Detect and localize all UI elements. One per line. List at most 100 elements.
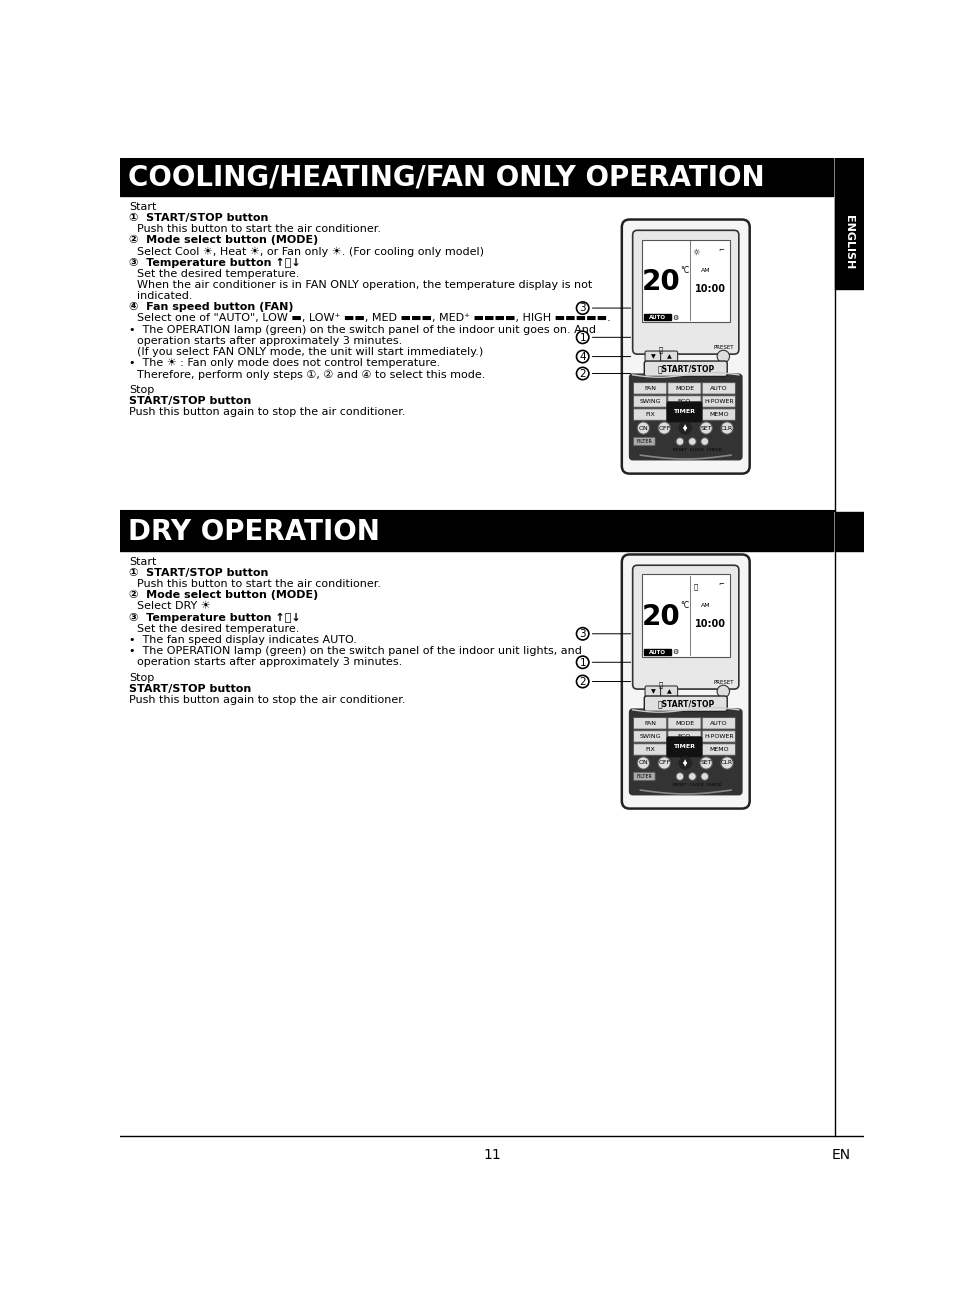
Circle shape (717, 686, 730, 697)
Text: AUTO: AUTO (710, 721, 728, 726)
Text: ON: ON (638, 761, 648, 766)
Circle shape (576, 367, 588, 380)
Text: ECO: ECO (678, 399, 691, 404)
Text: operation starts after approximately 3 minutes.: operation starts after approximately 3 m… (137, 657, 402, 667)
Text: OFF: OFF (659, 425, 670, 430)
Text: COOLING/HEATING/FAN ONLY OPERATION: COOLING/HEATING/FAN ONLY OPERATION (128, 164, 764, 192)
Text: ⚙: ⚙ (672, 649, 679, 655)
FancyBboxPatch shape (633, 230, 739, 354)
Text: ①  START/STOP button: ① START/STOP button (130, 213, 269, 222)
Circle shape (721, 422, 733, 434)
FancyBboxPatch shape (702, 396, 735, 407)
Text: ⌐: ⌐ (718, 582, 724, 587)
Text: FILTER: FILTER (636, 440, 652, 443)
FancyBboxPatch shape (634, 717, 667, 729)
Text: MODE: MODE (675, 721, 694, 726)
Text: •  The fan speed display indicates AUTO.: • The fan speed display indicates AUTO. (130, 634, 357, 645)
Text: 20: 20 (642, 604, 681, 632)
Text: Select DRY ☀: Select DRY ☀ (137, 601, 211, 612)
Text: AM: AM (701, 268, 710, 274)
Text: ☼: ☼ (692, 247, 700, 257)
Text: Start: Start (130, 557, 156, 567)
Text: ▼: ▼ (651, 354, 656, 359)
Text: PRESET: PRESET (713, 346, 733, 350)
FancyBboxPatch shape (634, 772, 655, 780)
Text: Push this button again to stop the air conditioner.: Push this button again to stop the air c… (130, 408, 406, 417)
FancyBboxPatch shape (645, 351, 662, 362)
Text: FAN: FAN (644, 721, 656, 726)
Text: 3: 3 (580, 304, 586, 313)
Text: 2: 2 (580, 368, 586, 379)
Circle shape (679, 757, 691, 769)
Text: Therefore, perform only steps ①, ② and ④ to select this mode.: Therefore, perform only steps ①, ② and ④… (137, 370, 486, 379)
FancyBboxPatch shape (702, 383, 735, 395)
Text: SET: SET (700, 761, 712, 766)
Text: START/STOP button: START/STOP button (130, 396, 252, 407)
Circle shape (676, 772, 684, 780)
Text: EN: EN (831, 1148, 851, 1162)
Bar (834, 196, 864, 288)
Text: •  The OPERATION lamp (green) on the switch panel of the indoor unit goes on. An: • The OPERATION lamp (green) on the swit… (130, 325, 596, 334)
FancyBboxPatch shape (634, 396, 667, 407)
Text: FILTER: FILTER (636, 774, 652, 779)
Text: ①  START/STOP button: ① START/STOP button (130, 569, 269, 578)
Text: PRESET: PRESET (713, 680, 733, 686)
Text: H·POWER: H·POWER (704, 399, 733, 404)
Text: 10:00: 10:00 (695, 284, 726, 293)
Circle shape (679, 422, 691, 434)
Text: °C: °C (681, 601, 689, 611)
Circle shape (576, 657, 588, 669)
Circle shape (701, 438, 708, 445)
Text: 11: 11 (483, 1148, 501, 1162)
Circle shape (688, 438, 696, 445)
FancyBboxPatch shape (634, 744, 667, 755)
Text: °C: °C (681, 266, 689, 275)
Text: 1: 1 (580, 658, 586, 667)
Text: Stop: Stop (130, 672, 155, 683)
Text: MEMO: MEMO (709, 412, 729, 417)
Text: ⏻START/STOP: ⏻START/STOP (658, 365, 714, 374)
Text: 🌡: 🌡 (659, 346, 662, 353)
Text: 3: 3 (580, 629, 586, 640)
Text: Stop: Stop (130, 386, 155, 395)
FancyBboxPatch shape (667, 401, 702, 422)
Text: FIX: FIX (645, 412, 655, 417)
Text: ▲: ▲ (666, 354, 671, 359)
Text: ▼: ▼ (684, 762, 687, 767)
FancyBboxPatch shape (622, 554, 750, 808)
FancyBboxPatch shape (660, 686, 678, 696)
Text: FIX: FIX (645, 747, 655, 751)
FancyBboxPatch shape (645, 686, 662, 696)
FancyBboxPatch shape (630, 709, 742, 795)
FancyBboxPatch shape (667, 737, 702, 757)
Text: ③  Temperature button ↑🌡↓: ③ Temperature button ↑🌡↓ (130, 613, 301, 622)
FancyBboxPatch shape (634, 383, 667, 395)
Text: ⏻START/STOP: ⏻START/STOP (658, 699, 714, 708)
FancyBboxPatch shape (668, 717, 701, 729)
Text: 🌡: 🌡 (659, 682, 662, 688)
Bar (642, 575, 730, 657)
Text: SWING: SWING (639, 399, 660, 404)
Text: Set the desired temperature.: Set the desired temperature. (137, 268, 300, 279)
Bar (834, 512, 864, 550)
Text: 1: 1 (580, 333, 586, 342)
FancyBboxPatch shape (634, 730, 667, 742)
Text: START/STOP button: START/STOP button (130, 684, 252, 695)
Circle shape (576, 332, 588, 343)
Text: ▲: ▲ (666, 688, 671, 694)
Circle shape (676, 438, 684, 445)
FancyBboxPatch shape (630, 374, 742, 459)
Text: MODE: MODE (675, 386, 694, 391)
Text: TIMER: TIMER (674, 745, 695, 749)
Bar (642, 240, 730, 322)
Text: 20: 20 (642, 268, 681, 296)
FancyBboxPatch shape (634, 409, 667, 420)
Text: 10:00: 10:00 (695, 619, 726, 629)
Text: AUTO: AUTO (649, 315, 666, 320)
Text: AUTO: AUTO (649, 650, 666, 655)
FancyBboxPatch shape (668, 383, 701, 395)
Text: CLR: CLR (721, 761, 733, 766)
Circle shape (576, 301, 588, 315)
Text: Push this button to start the air conditioner.: Push this button to start the air condit… (137, 224, 381, 234)
Text: AM: AM (701, 603, 710, 608)
